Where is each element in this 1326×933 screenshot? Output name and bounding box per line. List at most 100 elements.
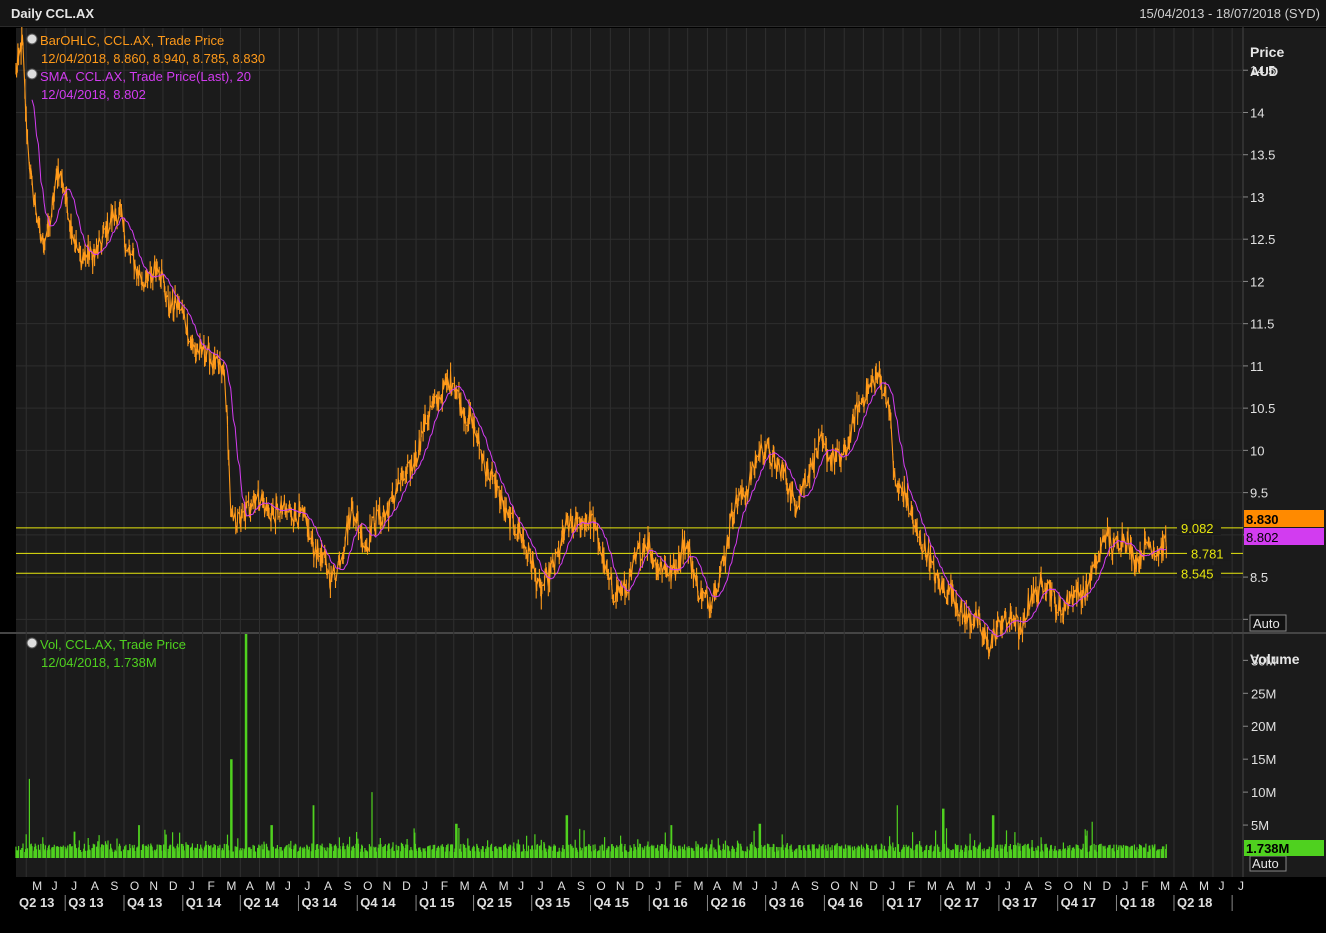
x-month-label: S <box>577 879 585 893</box>
price-tick-label: 9.5 <box>1250 486 1268 501</box>
x-quarter-label: Q2 17 <box>944 895 979 910</box>
x-quarter-label: Q2 14 <box>243 895 279 910</box>
chart-title: Daily CCL.AX <box>11 6 95 21</box>
x-month-label: O <box>830 879 839 893</box>
price-tick-label: 10 <box>1250 443 1264 458</box>
sma-series <box>31 99 1167 638</box>
volume-axis-panel <box>1243 634 1326 877</box>
x-month-label: F <box>674 879 681 893</box>
x-month-label: D <box>402 879 411 893</box>
volume-legend[interactable]: Vol, CCL.AX, Trade Price 12/04/2018, 1.7… <box>26 637 186 670</box>
x-month-label: F <box>208 879 215 893</box>
x-month-label: J <box>985 879 991 893</box>
last-price-value: 8.830 <box>1246 512 1279 527</box>
volume-axis-title: Volume <box>1250 651 1300 667</box>
legend-toggle-icon[interactable] <box>26 637 38 649</box>
volume-tick-label: 20M <box>1251 719 1276 734</box>
x-month-label: M <box>1160 879 1170 893</box>
x-quarter-label: Q3 14 <box>301 895 337 910</box>
x-month-label: J <box>1238 879 1244 893</box>
x-month-label: A <box>1180 879 1188 893</box>
legend-toggle-icon[interactable] <box>26 33 38 45</box>
last-price-badge: 8.830 <box>1244 510 1324 527</box>
x-month-label: M <box>694 879 704 893</box>
price-tick-label: 12.5 <box>1250 232 1275 247</box>
price-tick-label: 8.5 <box>1250 570 1268 585</box>
price-legend-title: BarOHLC, CCL.AX, Trade Price <box>40 33 224 48</box>
x-month-label: J <box>71 879 77 893</box>
x-quarter-label: Q2 13 <box>19 895 54 910</box>
volume-auto-button[interactable]: Auto <box>1249 855 1287 872</box>
price-series <box>15 27 1167 660</box>
x-month-label: N <box>1083 879 1092 893</box>
price-axis-unit: AUD <box>1250 64 1278 79</box>
chart-area[interactable]: 9.082 8.781 8.545 14.5 14 13.5 13 12.5 12 11.5 11… <box>0 27 1326 933</box>
x-month-label: J <box>304 879 310 893</box>
x-month-label: O <box>363 879 372 893</box>
horizontal-line-label: 8.781 <box>1191 546 1224 561</box>
x-month-label: M <box>927 879 937 893</box>
x-month-label: A <box>91 879 99 893</box>
x-month-label: N <box>383 879 392 893</box>
x-month-label: M <box>32 879 42 893</box>
x-month-label: A <box>246 879 254 893</box>
x-month-label: D <box>869 879 878 893</box>
price-tick-label: 11.5 <box>1250 317 1274 332</box>
horizontal-line-label: 8.545 <box>1181 566 1214 581</box>
x-month-label: A <box>557 879 565 893</box>
x-month-label: J <box>889 879 895 893</box>
x-month-label: M <box>733 879 743 893</box>
x-quarter-label: Q2 15 <box>477 895 512 910</box>
x-month-label: F <box>441 879 448 893</box>
volume-bars <box>15 634 1167 858</box>
x-month-label: F <box>908 879 915 893</box>
price-tick-label: 14 <box>1250 105 1264 120</box>
x-month-label: A <box>713 879 721 893</box>
x-month-label: M <box>966 879 976 893</box>
price-tick-label: 12 <box>1250 274 1264 289</box>
grid <box>16 28 1243 877</box>
price-tick-label: 13.5 <box>1250 148 1275 163</box>
sma-price-value: 8.802 <box>1246 530 1279 545</box>
sma-legend-values: 12/04/2018, 8.802 <box>41 87 146 102</box>
x-month-label: J <box>752 879 758 893</box>
x-month-label: N <box>149 879 158 893</box>
x-month-label: A <box>479 879 487 893</box>
x-quarter-label: Q2 16 <box>710 895 745 910</box>
x-month-label: M <box>265 879 275 893</box>
date-range[interactable]: 15/04/2013 - 18/07/2018 (SYD) <box>1139 6 1320 21</box>
sma-legend[interactable]: SMA, CCL.AX, Trade Price(Last), 20 12/04… <box>26 68 251 102</box>
x-month-label: S <box>1044 879 1052 893</box>
volume-badge: 1.738M <box>1244 840 1324 856</box>
price-auto-button[interactable]: Auto <box>1249 614 1287 632</box>
x-month-label: A <box>1025 879 1033 893</box>
x-month-label: M <box>226 879 236 893</box>
x-month-label: J <box>1122 879 1128 893</box>
price-axis-title: Price <box>1250 44 1284 60</box>
price-auto-label: Auto <box>1253 616 1280 631</box>
price-legend[interactable]: BarOHLC, CCL.AX, Trade Price 12/04/2018,… <box>26 33 265 66</box>
x-quarter-label: Q3 15 <box>535 895 570 910</box>
horizontal-line-label-bg <box>1187 545 1231 561</box>
sma-price-badge: 8.802 <box>1244 528 1324 545</box>
x-axis-background <box>0 877 1326 933</box>
x-quarter-label: Q1 16 <box>652 895 687 910</box>
horizontal-line-label-bg <box>1177 565 1221 581</box>
x-month-label: D <box>1103 879 1112 893</box>
sma-legend-title: SMA, CCL.AX, Trade Price(Last), 20 <box>40 69 251 84</box>
x-quarter-label: Q4 15 <box>594 895 629 910</box>
x-month-label: J <box>538 879 544 893</box>
volume-tick-label: 10M <box>1251 785 1276 800</box>
volume-tick-label: 25M <box>1251 686 1276 701</box>
horizontal-line-label: 9.082 <box>1181 521 1214 536</box>
horizontal-line-label-bg <box>1177 519 1221 535</box>
x-quarter-label: Q1 14 <box>186 895 222 910</box>
volume-legend-title: Vol, CCL.AX, Trade Price <box>40 637 186 652</box>
x-quarter-label: Q1 17 <box>886 895 921 910</box>
x-quarter-label: Q1 18 <box>1119 895 1154 910</box>
x-month-label: N <box>850 879 859 893</box>
legend-toggle-icon[interactable] <box>26 68 38 80</box>
price-tick-label: 11 <box>1250 359 1264 374</box>
x-month-label: O <box>1064 879 1073 893</box>
